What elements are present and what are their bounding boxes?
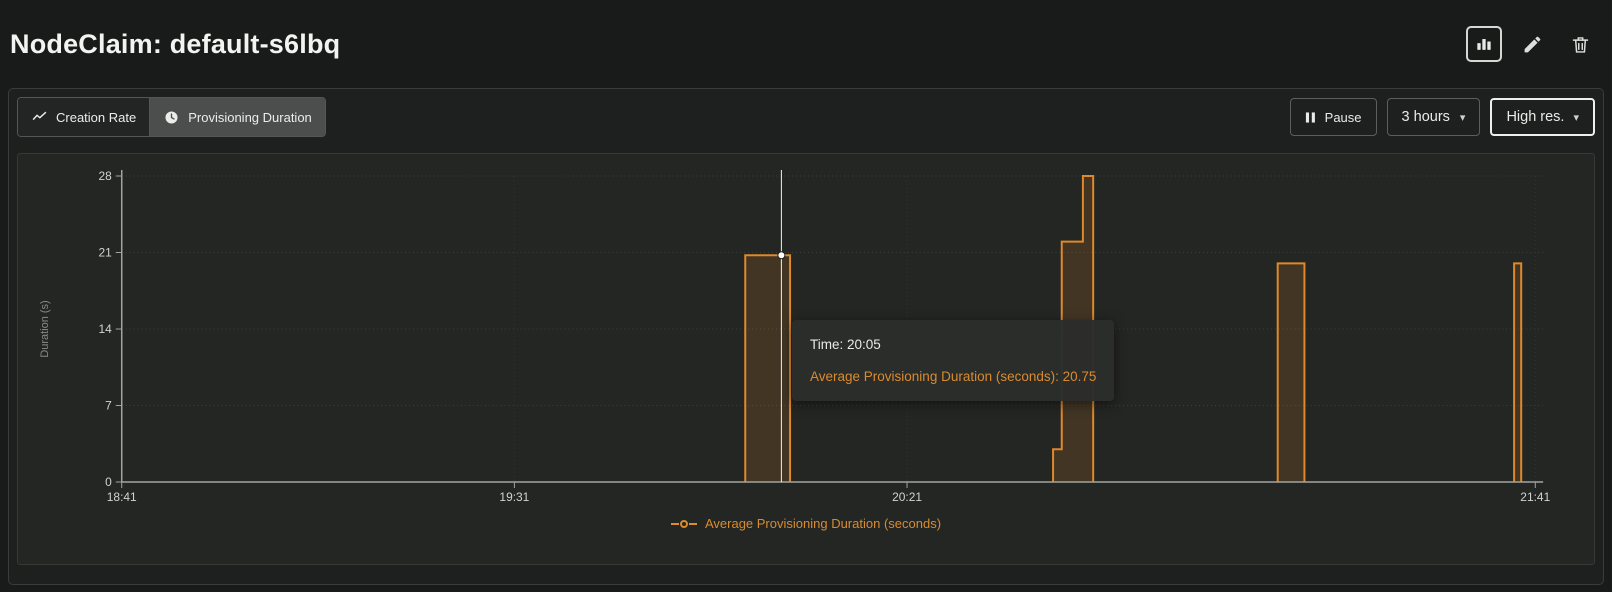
- chart-view-button[interactable]: [1466, 26, 1502, 62]
- toolbar-controls: Pause 3 hours ▾ High res. ▾: [1289, 98, 1595, 136]
- tab-creation-rate[interactable]: Creation Rate: [18, 98, 150, 136]
- svg-text:0: 0: [105, 475, 112, 489]
- chart-legend[interactable]: Average Provisioning Duration (seconds): [18, 516, 1594, 531]
- svg-text:18:41: 18:41: [107, 490, 137, 504]
- tab-label: Creation Rate: [56, 109, 137, 125]
- pencil-icon: [1524, 36, 1540, 52]
- svg-text:28: 28: [98, 169, 112, 183]
- svg-text:14: 14: [98, 322, 112, 336]
- nodeclaim-panel: Creation Rate Provisioning Duration Paus…: [8, 88, 1604, 585]
- chart-tabs: Creation Rate Provisioning Duration: [17, 97, 326, 137]
- tab-provisioning-duration[interactable]: Provisioning Duration: [149, 98, 325, 136]
- pause-label: Pause: [1324, 109, 1362, 125]
- resolution-select[interactable]: High res. ▾: [1490, 98, 1595, 136]
- tooltip-time: Time: 20:05: [810, 337, 881, 352]
- chart-area[interactable]: 0 7 14 21 28 18:41 19:31 20:21 21:41 Duration (s)…: [17, 153, 1595, 565]
- edit-button[interactable]: [1514, 26, 1550, 62]
- chart-toolbar: Creation Rate Provisioning Duration Paus…: [9, 89, 1603, 137]
- svg-text:20:21: 20:21: [892, 490, 922, 504]
- chart-tooltip: Time: 20:05 Average Provisioning Duratio…: [792, 320, 1115, 401]
- svg-text:21: 21: [98, 245, 112, 259]
- chevron-down-icon: ▾: [1459, 111, 1466, 124]
- legend-label: Average Provisioning Duration (seconds): [704, 516, 942, 531]
- clock-icon: [165, 110, 178, 124]
- bar-chart-icon: [1477, 39, 1491, 50]
- trash-icon: [1572, 36, 1588, 53]
- chart-svg: 0 7 14 21 28 18:41 19:31 20:21 21:41 Duration (s): [39, 169, 1551, 504]
- resolution-value: High res.: [1506, 109, 1565, 125]
- pause-icon: [1305, 111, 1315, 123]
- tooltip-value: Average Provisioning Duration (seconds):…: [810, 369, 1097, 384]
- svg-text:7: 7: [105, 398, 112, 412]
- pause-button[interactable]: Pause: [1289, 98, 1377, 136]
- trend-line-icon: [32, 111, 47, 120]
- time-range-select[interactable]: 3 hours ▾: [1386, 98, 1481, 136]
- header-actions: [1466, 26, 1598, 62]
- tab-label: Provisioning Duration: [188, 109, 312, 125]
- svg-text:21:41: 21:41: [1520, 490, 1550, 504]
- chevron-down-icon: ▾: [1573, 111, 1579, 124]
- legend-marker-icon: [670, 519, 697, 528]
- delete-button[interactable]: [1562, 26, 1598, 62]
- svg-text:19:31: 19:31: [499, 490, 529, 504]
- svg-text:Duration (s): Duration (s): [39, 300, 51, 357]
- page-title: NodeClaim: default-s6lbq: [10, 28, 341, 59]
- page-header: NodeClaim: default-s6lbq: [0, 0, 1612, 88]
- time-range-value: 3 hours: [1401, 109, 1450, 125]
